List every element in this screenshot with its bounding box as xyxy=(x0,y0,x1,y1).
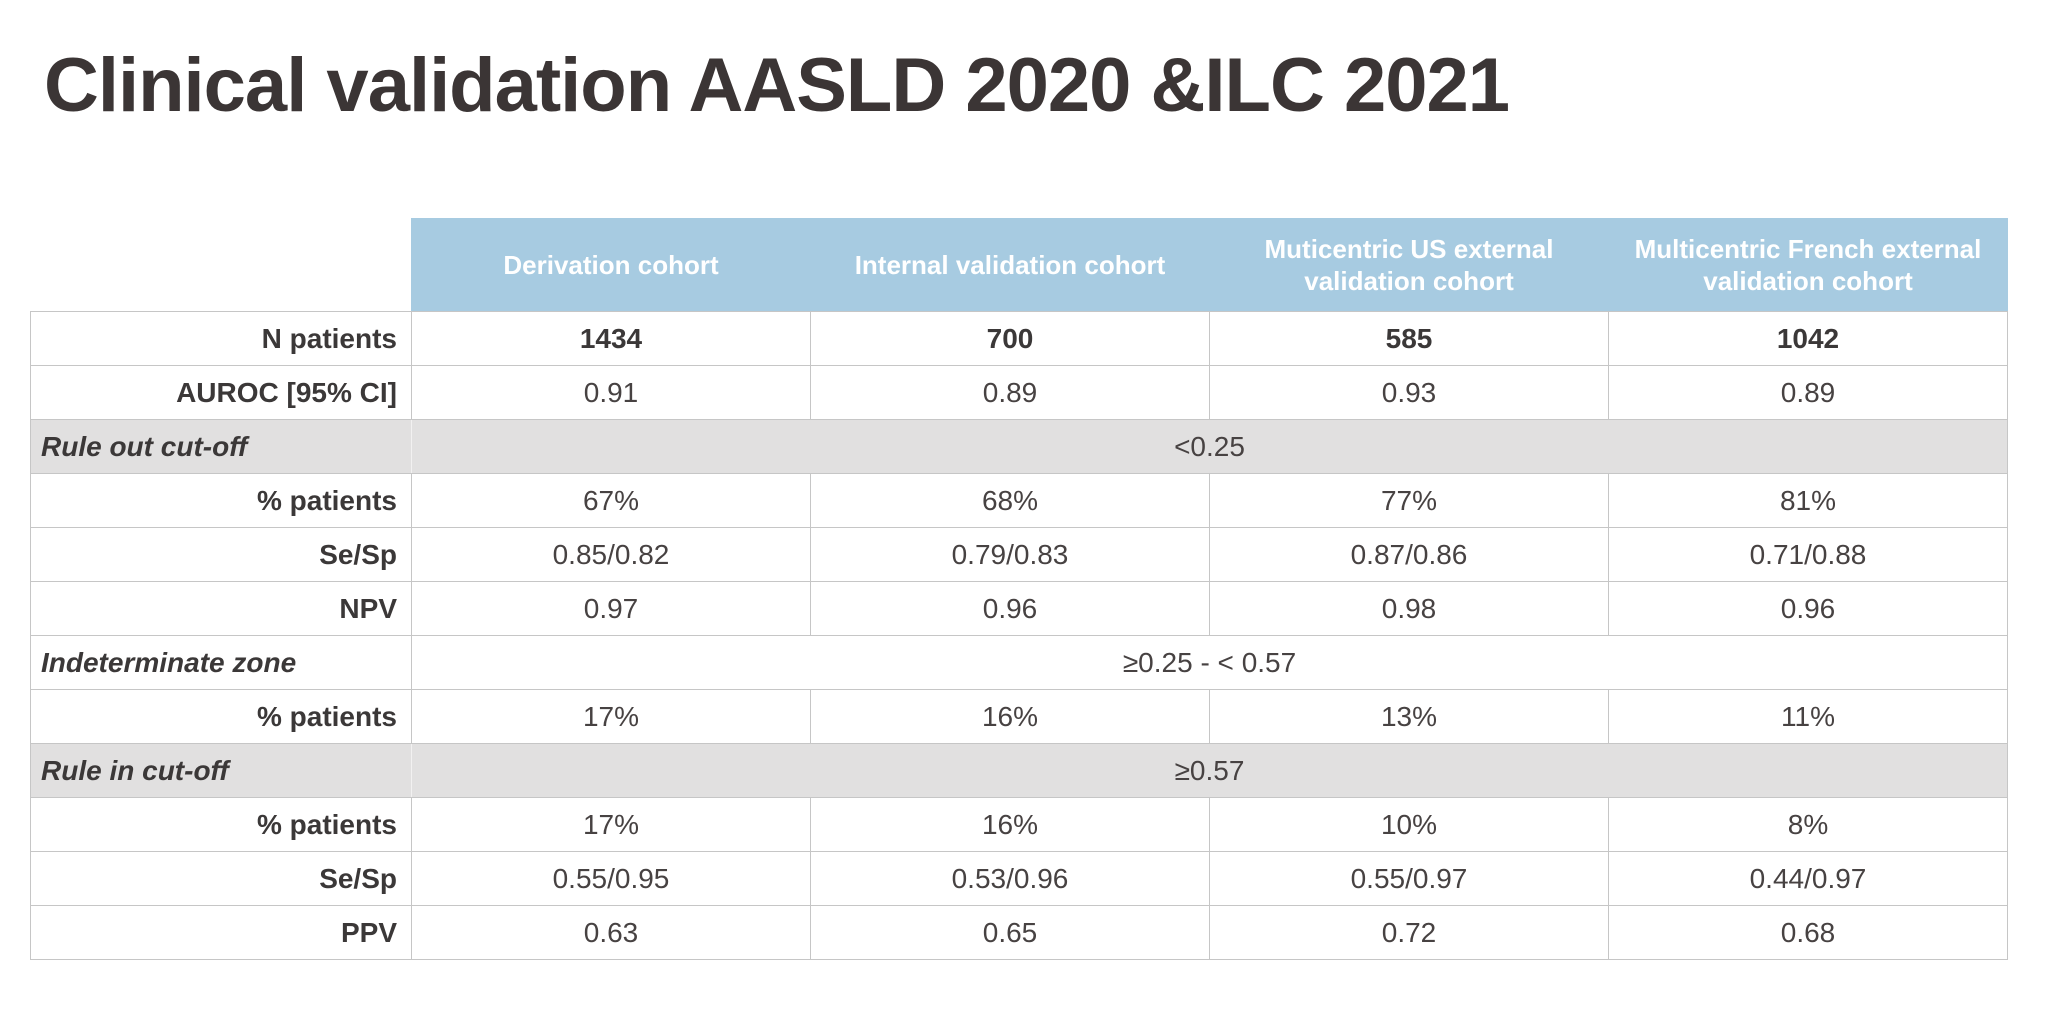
merged-range-value: ≥0.25 - < 0.57 xyxy=(411,635,2008,690)
table-row-auroc: AUROC [95% CI] 0.91 0.89 0.93 0.89 xyxy=(30,365,2008,420)
cell-value: 0.98 xyxy=(1209,581,1609,636)
cell-value: 68% xyxy=(810,473,1210,528)
cell-value: 81% xyxy=(1608,473,2008,528)
cell-value: 0.44/0.97 xyxy=(1608,851,2008,906)
page-title: Clinical validation AASLD 2020 &ILC 2021 xyxy=(44,43,1510,128)
cell-value: 0.55/0.97 xyxy=(1209,851,1609,906)
cell-value: 0.65 xyxy=(810,905,1210,960)
section-label: Rule in cut-off xyxy=(30,743,412,798)
cell-value: 0.89 xyxy=(810,365,1210,420)
cell-value: 0.63 xyxy=(411,905,811,960)
cell-value: 585 xyxy=(1209,311,1609,366)
cell-value: 8% xyxy=(1608,797,2008,852)
cell-value: 0.93 xyxy=(1209,365,1609,420)
row-label: N patients xyxy=(30,311,412,366)
row-label: NPV xyxy=(30,581,412,636)
cell-value: 11% xyxy=(1608,689,2008,744)
table-row-rule-in-cutoff: Rule in cut-off ≥0.57 xyxy=(30,743,2008,798)
column-header-french-external: Multicentric French external validation … xyxy=(1608,218,2008,312)
row-label: PPV xyxy=(30,905,412,960)
row-label: AUROC [95% CI] xyxy=(30,365,412,420)
merged-range-value: <0.25 xyxy=(411,419,2008,474)
clinical-validation-table: Derivation cohort Internal validation co… xyxy=(30,218,2008,960)
section-label: Indeterminate zone xyxy=(30,635,412,690)
cell-value: 0.85/0.82 xyxy=(411,527,811,582)
table-row-rulein-pct-patients: % patients 17% 16% 10% 8% xyxy=(30,797,2008,852)
cell-value: 0.89 xyxy=(1608,365,2008,420)
row-label: % patients xyxy=(30,689,412,744)
row-label: Se/Sp xyxy=(30,851,412,906)
cell-value: 16% xyxy=(810,797,1210,852)
cell-value: 0.55/0.95 xyxy=(411,851,811,906)
cell-value: 17% xyxy=(411,689,811,744)
table-row-rule-out-cutoff: Rule out cut-off <0.25 xyxy=(30,419,2008,474)
cell-value: 16% xyxy=(810,689,1210,744)
table-row-ruleout-pct-patients: % patients 67% 68% 77% 81% xyxy=(30,473,2008,528)
row-label: Se/Sp xyxy=(30,527,412,582)
table-row-npv: NPV 0.97 0.96 0.98 0.96 xyxy=(30,581,2008,636)
table-row-indeterminate-zone: Indeterminate zone ≥0.25 - < 0.57 xyxy=(30,635,2008,690)
cell-value: 0.71/0.88 xyxy=(1608,527,2008,582)
table-row-rulein-se-sp: Se/Sp 0.55/0.95 0.53/0.96 0.55/0.97 0.44… xyxy=(30,851,2008,906)
corner-cell xyxy=(31,219,412,312)
cell-value: 0.68 xyxy=(1608,905,2008,960)
cell-value: 0.91 xyxy=(411,365,811,420)
cell-value: 77% xyxy=(1209,473,1609,528)
cell-value: 0.97 xyxy=(411,581,811,636)
cell-value: 1434 xyxy=(411,311,811,366)
cell-value: 700 xyxy=(810,311,1210,366)
cell-value: 0.96 xyxy=(1608,581,2008,636)
cell-value: 0.87/0.86 xyxy=(1209,527,1609,582)
section-label: Rule out cut-off xyxy=(30,419,412,474)
table-row-ruleout-se-sp: Se/Sp 0.85/0.82 0.79/0.83 0.87/0.86 0.71… xyxy=(30,527,2008,582)
column-header-internal-validation: Internal validation cohort xyxy=(810,218,1210,312)
merged-range-value: ≥0.57 xyxy=(411,743,2008,798)
table-row-indeterminate-pct-patients: % patients 17% 16% 13% 11% xyxy=(30,689,2008,744)
table-row-ppv: PPV 0.63 0.65 0.72 0.68 xyxy=(30,905,2008,960)
cell-value: 0.72 xyxy=(1209,905,1609,960)
row-label: % patients xyxy=(30,797,412,852)
table-row-n-patients: N patients 1434 700 585 1042 xyxy=(30,311,2008,366)
cell-value: 1042 xyxy=(1608,311,2008,366)
cell-value: 0.96 xyxy=(810,581,1210,636)
cell-value: 0.53/0.96 xyxy=(810,851,1210,906)
cell-value: 67% xyxy=(411,473,811,528)
row-label: % patients xyxy=(30,473,412,528)
cell-value: 13% xyxy=(1209,689,1609,744)
cell-value: 0.79/0.83 xyxy=(810,527,1210,582)
header-row: Derivation cohort Internal validation co… xyxy=(31,218,2008,312)
column-header-derivation: Derivation cohort xyxy=(411,218,811,312)
column-header-us-external: Muticentric US external validation cohor… xyxy=(1209,218,1609,312)
cell-value: 10% xyxy=(1209,797,1609,852)
cell-value: 17% xyxy=(411,797,811,852)
